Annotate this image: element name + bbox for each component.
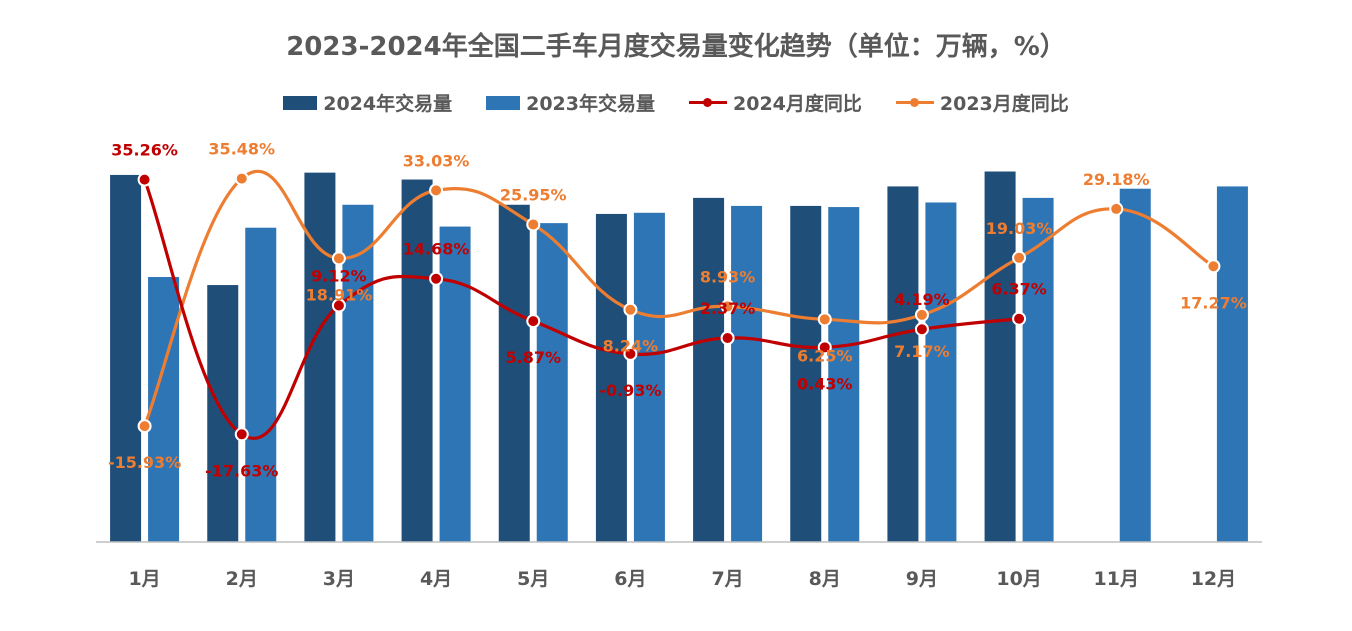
data-label-2024-yoy-3: 9.12% xyxy=(311,266,367,285)
point-2023-yoy-11 xyxy=(1109,201,1124,216)
data-label-2024-yoy-5: 5.87% xyxy=(505,348,561,367)
x-tick-label-6: 6月 xyxy=(614,568,646,590)
data-label-2023-yoy-1: -15.93% xyxy=(108,453,181,472)
point-2023-yoy-9 xyxy=(914,307,929,322)
x-tick-label-3: 3月 xyxy=(323,568,355,590)
x-tick-label-12: 12月 xyxy=(1191,568,1236,590)
data-label-2024-yoy-9: 4.19% xyxy=(894,290,950,309)
x-tick-label-7: 7月 xyxy=(711,568,743,590)
legend-item-2023-volume: 2023年交易量 xyxy=(486,89,655,116)
point-2023-yoy-8 xyxy=(817,312,832,327)
legend-label-2023-yoy: 2023月度同比 xyxy=(939,93,1069,115)
data-label-2023-yoy-4: 33.03% xyxy=(403,151,470,170)
x-tick-label-2: 2月 xyxy=(226,568,258,590)
data-label-2024-yoy-1: 35.26% xyxy=(111,141,178,160)
data-label-2024-yoy-6: -0.93% xyxy=(599,381,661,400)
legend-item-2023-yoy: 2023月度同比 xyxy=(895,89,1069,116)
point-2023-yoy-12 xyxy=(1206,259,1221,274)
point-2023-yoy-7 xyxy=(720,299,735,314)
data-label-2023-yoy-12: 17.27% xyxy=(1180,293,1247,312)
bar-2024-3 xyxy=(304,172,336,542)
point-2024-yoy-6 xyxy=(623,346,638,361)
data-label-2023-yoy-11: 29.18% xyxy=(1083,170,1150,189)
bar-2023-1 xyxy=(148,277,180,542)
x-tick-label-5: 5月 xyxy=(517,568,549,590)
legend-swatch-2024-volume xyxy=(283,95,318,110)
x-tick-label-10: 10月 xyxy=(996,568,1041,590)
bar-2023-7 xyxy=(731,205,763,543)
bar-2023-4 xyxy=(439,226,471,542)
data-label-2023-yoy-10: 19.03% xyxy=(986,219,1053,238)
x-tick-label-8: 8月 xyxy=(809,568,841,590)
bar-2024-7 xyxy=(693,197,725,542)
bar-2023-2 xyxy=(245,227,277,543)
bar-2024-5 xyxy=(498,204,530,542)
data-label-2023-yoy-2: 35.48% xyxy=(208,140,275,159)
data-label-2024-yoy-10: 6.37% xyxy=(991,280,1047,299)
data-label-2024-yoy-2: -17.63% xyxy=(205,461,278,480)
point-2024-yoy-3 xyxy=(331,298,346,313)
x-tick-label-4: 4月 xyxy=(420,568,452,590)
point-2024-yoy-2 xyxy=(234,427,249,442)
bar-2024-8 xyxy=(790,205,822,543)
legend-item-2024-yoy: 2024月度同比 xyxy=(689,89,862,116)
point-2024-yoy-5 xyxy=(526,314,541,329)
point-2023-yoy-3 xyxy=(331,251,346,266)
bar-2024-6 xyxy=(595,213,627,543)
bar-2023-6 xyxy=(633,212,665,542)
data-label-2023-yoy-9: 7.17% xyxy=(894,342,950,361)
data-label-2024-yoy-8: 0.43% xyxy=(797,374,853,393)
chart-title: 2023-2024年全国二手车月度交易量变化趋势（单位：万辆，%） xyxy=(286,32,1066,62)
bar-2024-10 xyxy=(984,171,1016,542)
x-tick-label-9: 9月 xyxy=(906,568,938,590)
legend-swatch-2023-volume xyxy=(486,95,521,110)
point-2023-yoy-5 xyxy=(526,217,541,232)
legend-swatch-2023-yoy xyxy=(895,96,934,110)
point-2024-yoy-10 xyxy=(1012,311,1027,326)
bar-2023-12 xyxy=(1216,186,1248,543)
legend: 2024年交易量 2023年交易量 2024月度同比 2023月度同比 xyxy=(0,89,1352,116)
point-2024-yoy-8 xyxy=(817,340,832,355)
bar-2023-10 xyxy=(1022,197,1054,542)
data-label-2023-yoy-7: 8.93% xyxy=(700,267,756,286)
point-2023-yoy-1 xyxy=(137,419,152,434)
bar-2023-11 xyxy=(1119,188,1151,543)
bar-2024-4 xyxy=(401,179,433,542)
point-2023-yoy-4 xyxy=(429,183,444,198)
legend-item-2024-volume: 2024年交易量 xyxy=(283,89,452,116)
data-label-2023-yoy-5: 25.95% xyxy=(500,185,567,204)
data-label-2024-yoy-7: 2.37% xyxy=(700,299,756,318)
bar-2024-1 xyxy=(110,174,142,543)
bar-2023-9 xyxy=(925,202,957,542)
legend-label-2023-volume: 2023年交易量 xyxy=(526,93,655,115)
x-tick-label-1: 1月 xyxy=(128,568,160,590)
x-tick-label-11: 11月 xyxy=(1094,568,1139,590)
data-label-2024-yoy-4: 14.68% xyxy=(403,240,470,259)
data-label-2023-yoy-3: 18.91% xyxy=(306,285,373,304)
point-2023-yoy-2 xyxy=(234,171,249,186)
point-2024-yoy-7 xyxy=(720,330,735,345)
data-label-2023-yoy-6: 8.24% xyxy=(603,337,659,356)
legend-label-2024-yoy: 2024月度同比 xyxy=(733,93,862,115)
data-label-2023-yoy-8: 6.25% xyxy=(797,346,853,365)
point-2024-yoy-4 xyxy=(429,271,444,286)
bar-2023-8 xyxy=(828,207,860,542)
bar-2024-9 xyxy=(887,186,919,543)
point-2024-yoy-9 xyxy=(914,322,929,337)
bar-2023-3 xyxy=(342,204,374,542)
point-2023-yoy-10 xyxy=(1012,250,1027,265)
legend-swatch-2024-yoy xyxy=(689,96,727,110)
point-2023-yoy-6 xyxy=(623,302,638,317)
bar-2023-5 xyxy=(536,223,568,542)
legend-label-2024-volume: 2024年交易量 xyxy=(323,93,453,115)
point-2024-yoy-1 xyxy=(137,172,152,187)
